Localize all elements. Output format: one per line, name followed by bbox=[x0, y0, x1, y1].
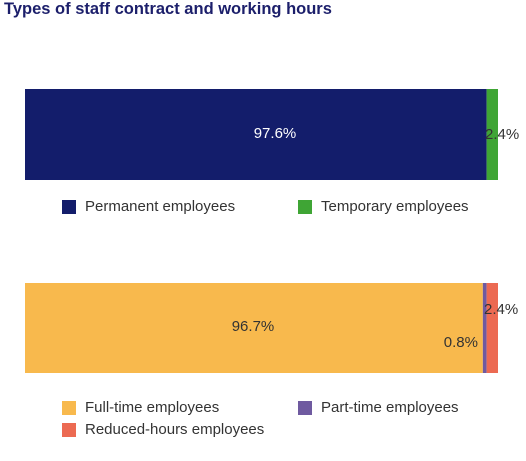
legend-item-temporary: Temporary employees bbox=[298, 198, 469, 215]
bar-segment-temporary bbox=[486, 89, 498, 180]
legend-label-temporary: Temporary employees bbox=[321, 198, 469, 215]
legend-label-reduced-hours: Reduced-hours employees bbox=[85, 421, 265, 438]
legend-swatch-full-time bbox=[62, 400, 76, 415]
legend-label-permanent: Permanent employees bbox=[85, 198, 236, 215]
legend-swatch-temporary bbox=[298, 199, 312, 214]
legend-item-reduced-hours: Reduced-hours employees bbox=[62, 421, 264, 438]
legend-swatch-part-time bbox=[298, 400, 312, 415]
legend-swatch-permanent bbox=[62, 199, 76, 214]
legend-swatch-reduced-hours bbox=[62, 422, 76, 437]
legend-label-part-time: Part-time employees bbox=[321, 399, 459, 416]
bar-segment-reduced-hours bbox=[486, 283, 498, 373]
data-label-reduced-hours: 2.4% bbox=[484, 301, 518, 318]
data-label-temporary: 2.4% bbox=[485, 126, 519, 143]
legend-item-part-time: Part-time employees bbox=[298, 399, 459, 416]
chart-title: Types of staff contract and working hour… bbox=[4, 0, 332, 18]
bar-segment-full-time bbox=[25, 283, 483, 373]
legend-item-permanent: Permanent employees bbox=[62, 198, 235, 215]
bar-segment-permanent bbox=[25, 89, 487, 180]
legend-label-full-time: Full-time employees bbox=[85, 399, 220, 416]
data-label-full-time: 96.7% bbox=[232, 318, 275, 335]
legend-item-full-time: Full-time employees bbox=[62, 399, 219, 416]
bar-segment-part-time bbox=[482, 283, 487, 373]
data-label-part-time: 0.8% bbox=[444, 334, 478, 351]
data-label-permanent: 97.6% bbox=[254, 125, 297, 142]
